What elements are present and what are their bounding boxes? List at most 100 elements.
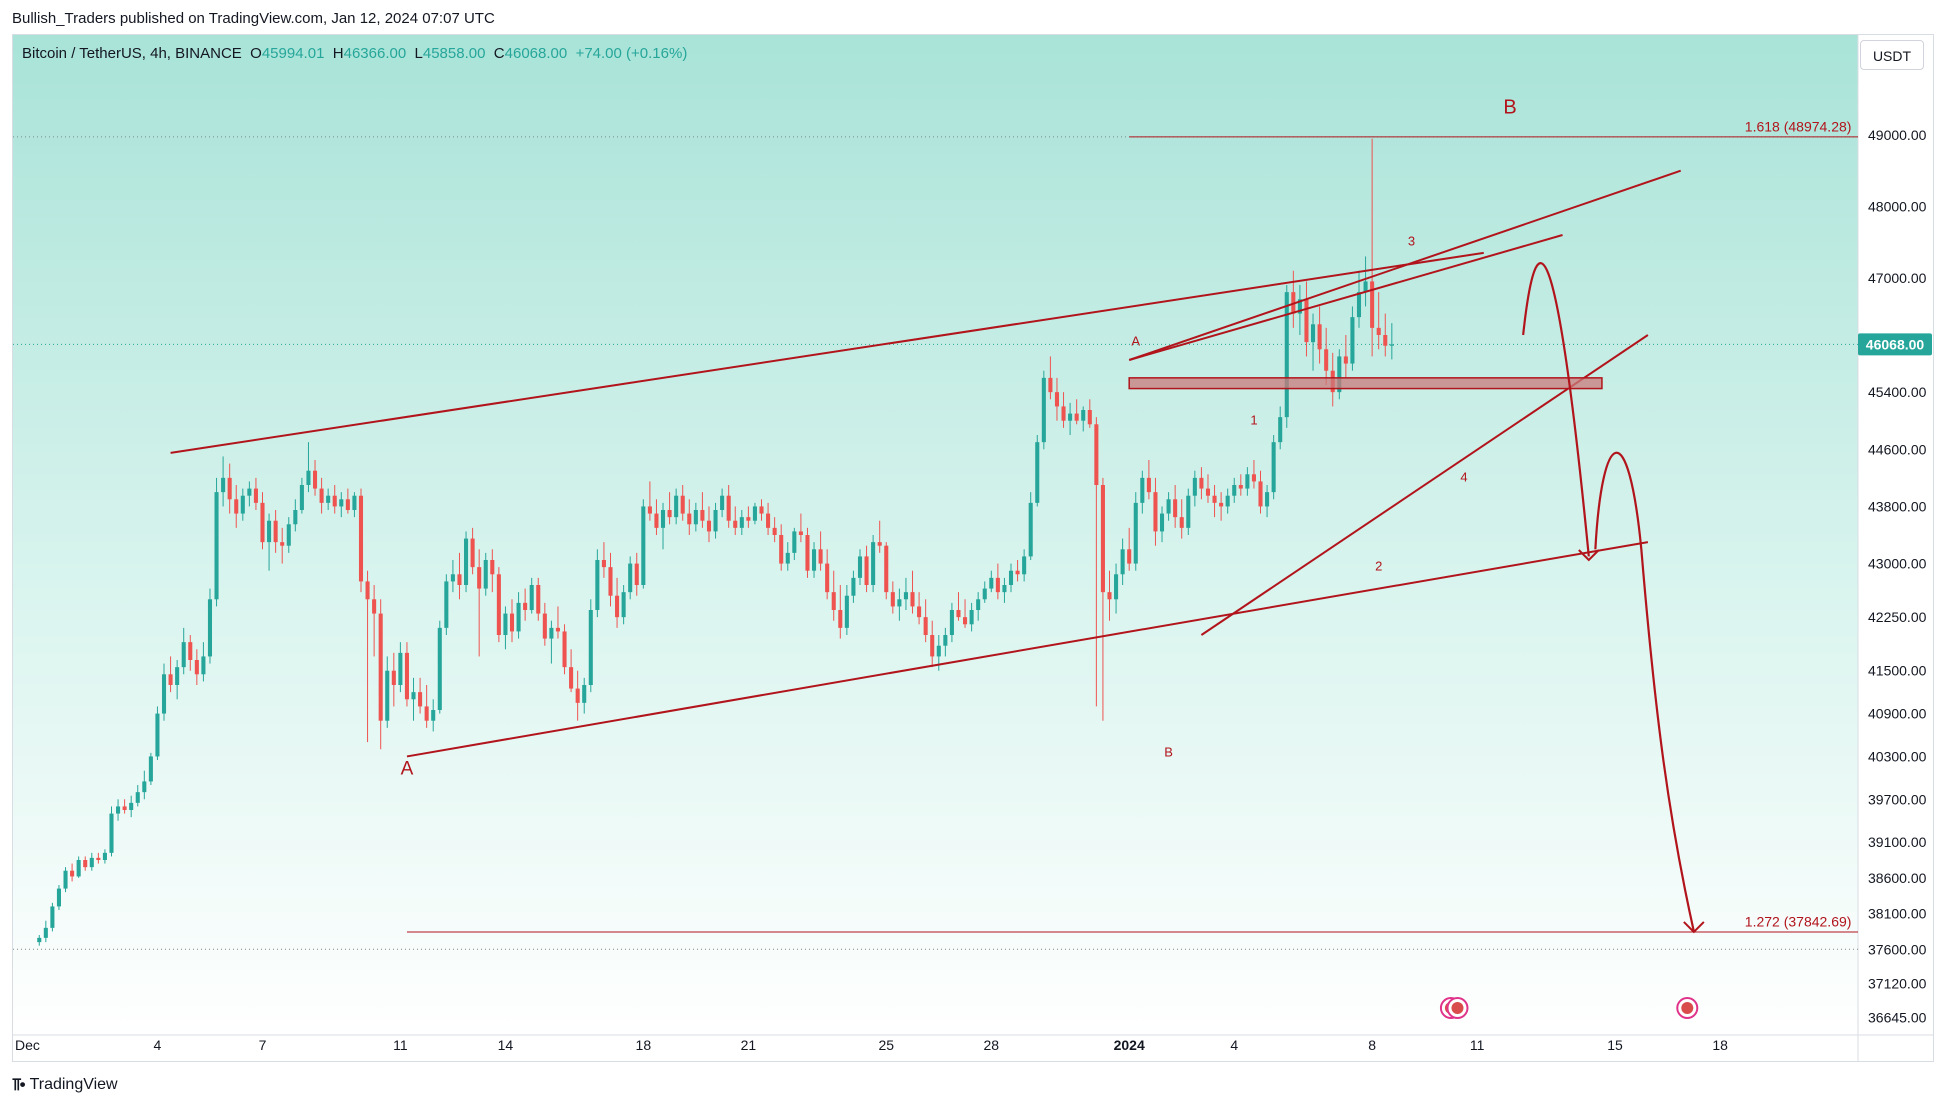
candle-body [1179,517,1184,528]
candle [1022,549,1027,582]
candle-body [418,692,423,707]
wave-label-B-minor: B [1164,744,1173,759]
candle-body [273,520,278,543]
candle-body [181,642,186,668]
candle-body [733,520,738,528]
candle-body [293,510,298,525]
candle [345,488,350,514]
low-label: L [414,45,423,62]
candle [411,677,416,721]
candle [995,563,1000,600]
candle [857,549,863,585]
y-tick-label: 36645.00 [1868,1010,1927,1026]
candle [385,656,390,728]
candle-body [37,937,42,943]
candle [851,570,856,603]
candle [943,627,948,657]
candle [654,499,659,535]
candle-body [989,577,994,589]
candle [989,570,994,593]
y-tick-label: 40300.00 [1868,748,1927,764]
wave-label-1: 1 [1250,412,1257,427]
candle-body [693,510,698,525]
candle [647,481,652,521]
candle [1087,399,1092,428]
candle-body [720,495,725,510]
candle-body [1022,556,1027,575]
wave-label-4: 4 [1460,469,1467,484]
candle-body [464,538,469,585]
x-tick-label: 2024 [1114,1037,1145,1053]
candle-body [450,574,455,582]
candle-body [917,606,922,618]
candle-body [739,517,744,528]
candle [601,542,606,578]
candle-body [1238,485,1243,489]
x-tick-label: 7 [259,1037,267,1053]
candle [1350,306,1355,371]
candle-body [70,870,75,877]
candle [890,581,895,614]
candle [431,699,436,732]
x-tick-label: 18 [1712,1037,1728,1053]
chart-background [13,35,1858,1035]
candle [50,902,55,932]
candle [956,592,961,621]
candle [1179,499,1184,539]
candle [358,488,364,593]
candle-body [595,560,600,610]
symbol-name: Bitcoin / TetherUS, 4h, BINANCE [22,45,242,62]
candle-body [286,524,291,546]
candle [339,492,344,518]
candle-body [444,581,449,628]
candle-body [569,667,574,689]
currency-button[interactable]: USDT [1860,40,1924,70]
candle [792,527,797,560]
drawings: B A A B 1 2 3 4 1.618 (48974.28) 1.272 (37842.69) [170,97,1858,1019]
candle [864,545,869,593]
candle [293,499,298,532]
candle [1284,285,1289,428]
candle-body [575,688,580,703]
candle-body [1278,417,1283,443]
candle [1192,470,1197,507]
candle [194,649,199,685]
candle [168,656,173,693]
candle [903,577,908,610]
candle [838,585,843,639]
candle [1271,435,1276,500]
candle-body [903,592,908,600]
candle-body [838,610,843,628]
wave-label-B-major: B [1503,97,1516,119]
candle-body [470,538,475,568]
candle-body [1107,592,1112,600]
candle [122,799,127,814]
candle [884,542,889,600]
candle-body [168,674,173,685]
candle-body [260,502,265,543]
candle-body [509,613,515,632]
candle-body [641,506,646,585]
candle [785,542,790,571]
candle [1074,399,1079,425]
candle-body [424,706,429,721]
y-tick-label: 41500.00 [1868,663,1927,679]
candle-body [779,535,784,564]
candle-body [680,495,685,514]
chart-frame[interactable] [12,34,1934,1062]
candle [201,642,206,682]
candle-body [490,560,495,575]
candle-body [628,563,633,593]
candle-body [759,506,764,514]
candle [897,588,902,621]
y-tick-label: 47000.00 [1868,270,1927,286]
candle-body [976,599,981,610]
candle [706,506,712,543]
candle [608,552,613,607]
candle-body [851,577,856,596]
candle [1186,488,1191,535]
candle [247,481,252,507]
candle [503,606,508,650]
candle [1265,485,1270,518]
